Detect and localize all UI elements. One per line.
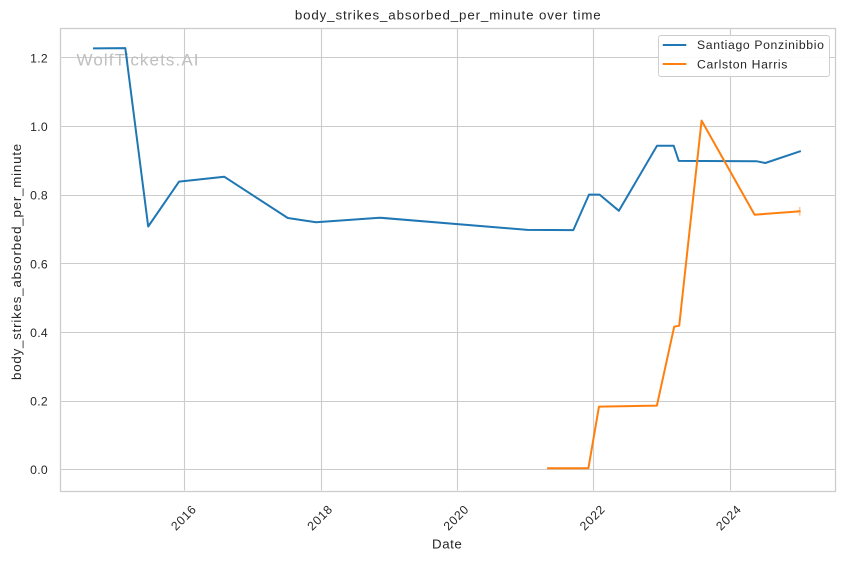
svg-text:0.4: 0.4 <box>30 326 48 340</box>
svg-text:Santiago Ponzinibbio: Santiago Ponzinibbio <box>697 38 825 52</box>
svg-text:0.2: 0.2 <box>30 395 48 409</box>
svg-text:1.0: 1.0 <box>30 120 48 134</box>
svg-text:body_strikes_absorbed_per_minu: body_strikes_absorbed_per_minute <box>9 143 24 380</box>
svg-text:0.6: 0.6 <box>30 257 48 271</box>
svg-text:Carlston Harris: Carlston Harris <box>697 58 788 72</box>
svg-text:0.8: 0.8 <box>30 189 48 203</box>
svg-text:1.2: 1.2 <box>30 51 48 65</box>
svg-text:Date: Date <box>432 537 462 552</box>
svg-text:body_strikes_absorbed_per_minu: body_strikes_absorbed_per_minute over ti… <box>295 8 602 23</box>
svg-text:0.0: 0.0 <box>30 463 48 477</box>
svg-text:WolfTickets.AI: WolfTickets.AI <box>77 50 200 69</box>
